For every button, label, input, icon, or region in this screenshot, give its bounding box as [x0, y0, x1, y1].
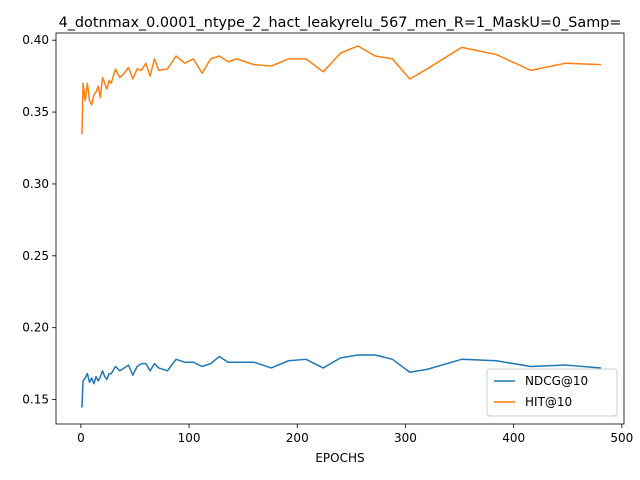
series-line-ndcg-10	[81, 354, 602, 408]
series-line-hit-10	[81, 45, 601, 135]
legend-label: NDCG@10	[525, 374, 588, 388]
series-layer	[81, 45, 602, 408]
x-tick-label: 100	[178, 431, 201, 445]
legend-box	[486, 368, 618, 417]
y-tick-label: 0.30	[22, 177, 49, 191]
x-tick-label: 500	[610, 431, 633, 445]
x-axis-label: EPOCHS	[315, 451, 364, 465]
chart-title: 4_dotnmax_0.0001_ntype_2_hact_leakyrelu_…	[59, 15, 622, 31]
y-tick-label: 0.15	[22, 393, 49, 407]
ticks-layer: 0 100 200 300 400 500 0.15 0.20 0.25 0.30 0.35 0.40	[22, 33, 633, 445]
legend-label: HIT@10	[525, 395, 572, 409]
y-tick-label: 0.20	[22, 321, 49, 335]
x-tick-label: 300	[394, 431, 417, 445]
x-tick-label: 400	[502, 431, 525, 445]
y-tick-label: 0.25	[22, 249, 49, 263]
y-tick-label: 0.40	[22, 33, 49, 47]
plot-area	[56, 33, 624, 424]
y-tick-label: 0.35	[22, 105, 49, 119]
x-tick-label: 0	[77, 431, 85, 445]
plot-frame	[55, 32, 625, 425]
legend: NDCG@10 HIT@10	[486, 368, 618, 417]
x-tick-label: 200	[286, 431, 309, 445]
